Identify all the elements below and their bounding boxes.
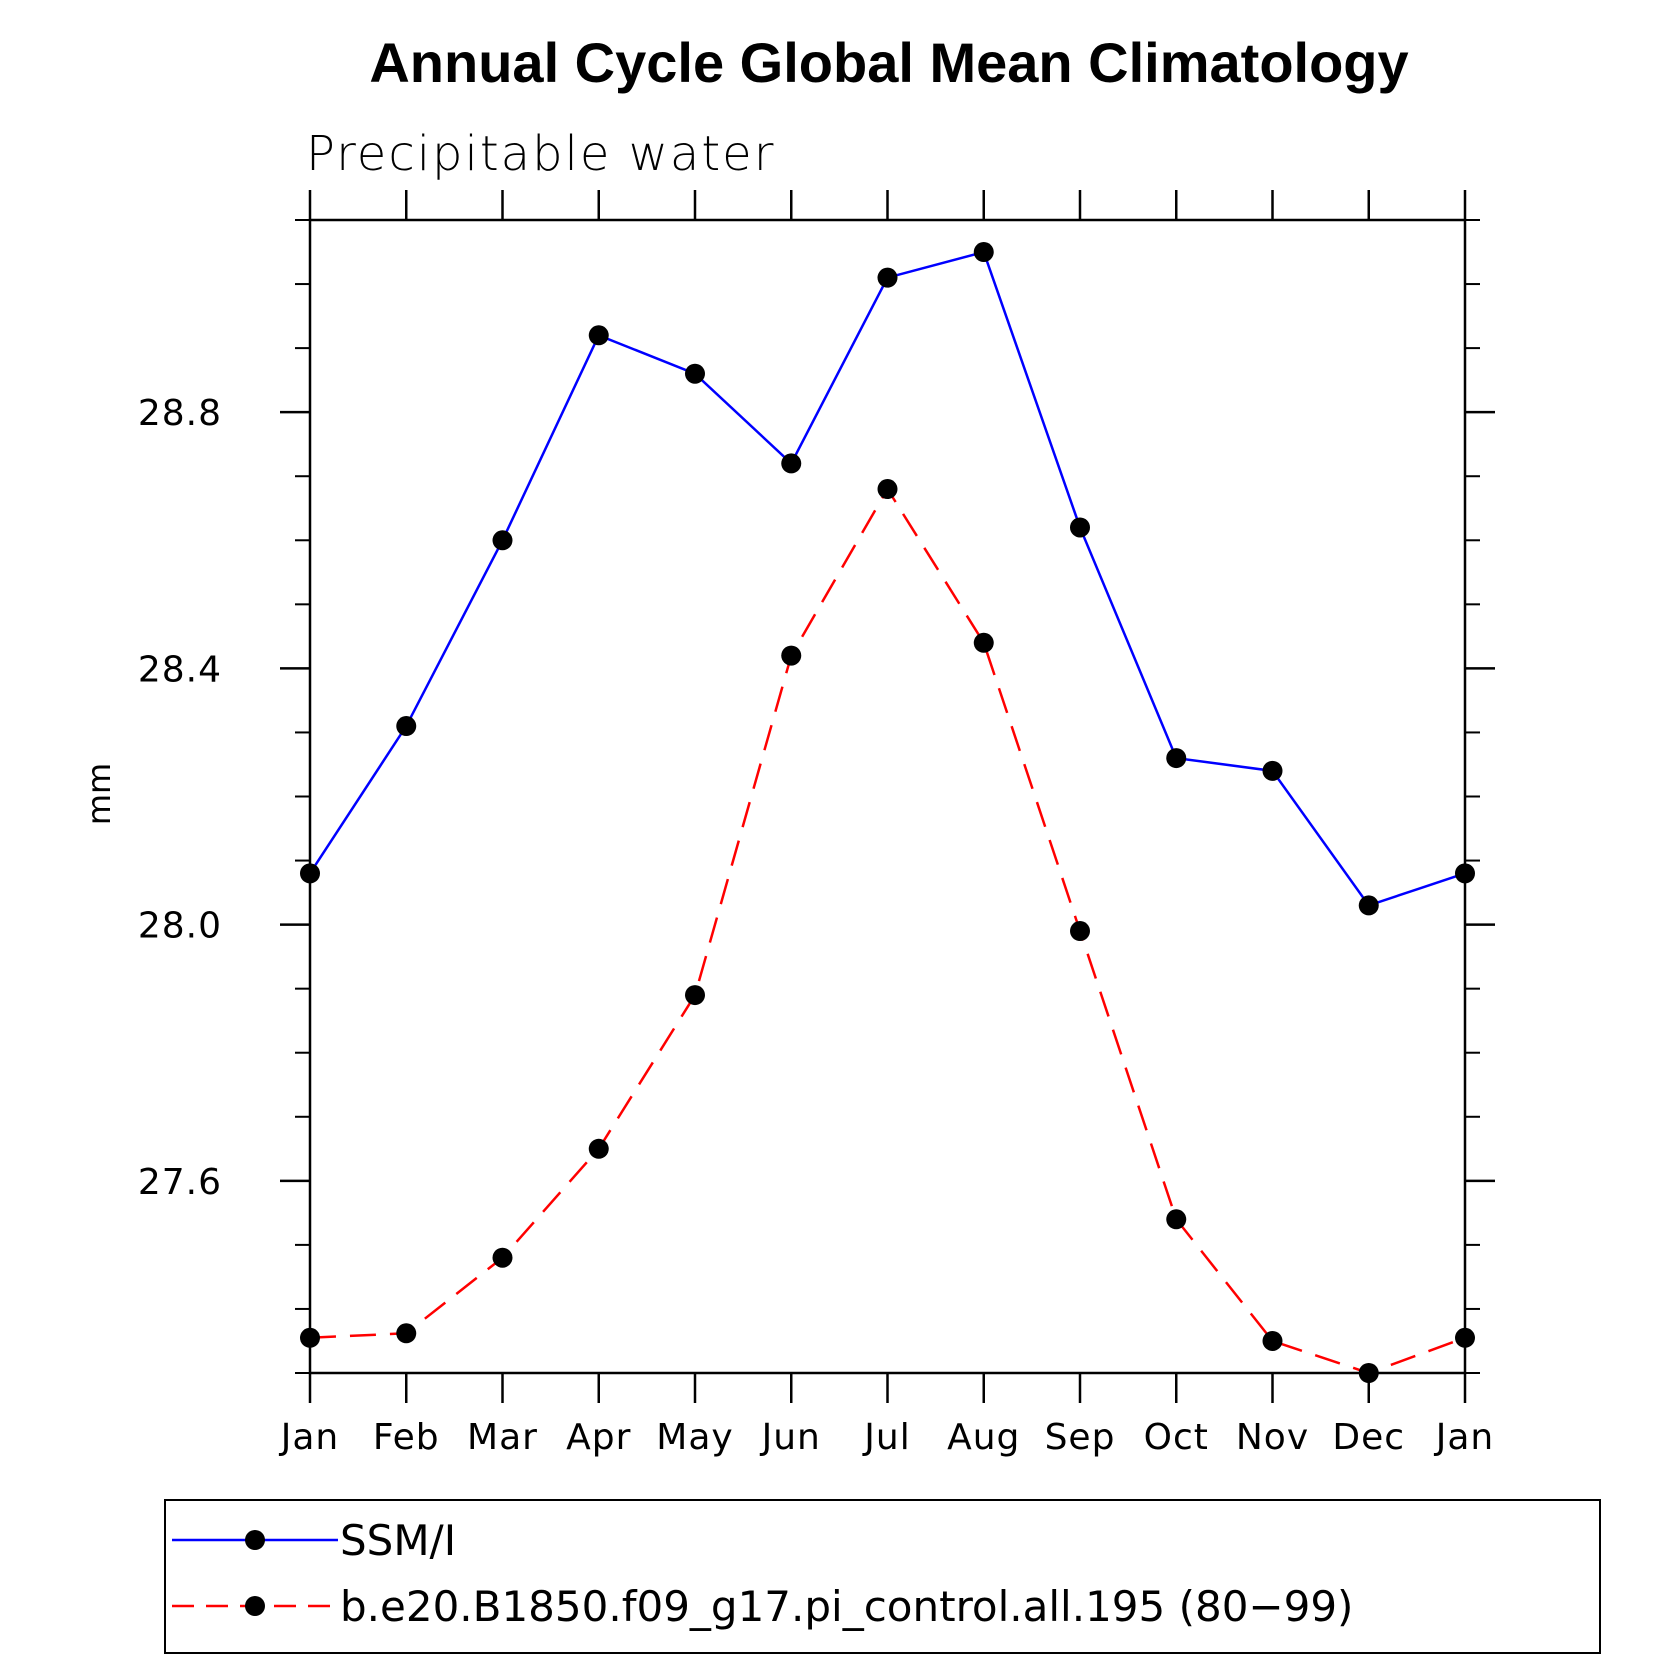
y-tick-label: 28.0 (138, 906, 222, 947)
data-point (685, 363, 705, 384)
x-tick-label: Mar (467, 1417, 538, 1458)
data-point (492, 1247, 513, 1268)
legend: SSM/I b.e20.B1850.f09_g17.pi_control.all.… (164, 1499, 1601, 1654)
data-point (1455, 1327, 1475, 1348)
x-tick-label: Jan (279, 1417, 340, 1458)
x-tick-label: Sep (1045, 1417, 1116, 1458)
y-tick-label: 28.4 (138, 649, 222, 690)
data-point (1262, 1330, 1283, 1351)
data-point (1262, 760, 1283, 781)
data-point (300, 863, 320, 884)
x-tick-label: Dec (1332, 1417, 1405, 1458)
data-point (781, 645, 802, 666)
x-tick-label: Jun (760, 1417, 821, 1458)
data-point (588, 325, 609, 346)
series-line (308, 250, 1466, 907)
data-point (1070, 921, 1090, 942)
x-tick-label: Jul (862, 1417, 910, 1458)
x-tick-label: Jan (1434, 1417, 1495, 1458)
x-tick-label: Nov (1236, 1417, 1309, 1458)
data-point (973, 242, 994, 263)
series-1 (300, 242, 1475, 916)
series-layer (300, 242, 1475, 1383)
data-point (396, 716, 417, 737)
y-axis-label: mm (80, 763, 118, 825)
series-line (309, 486, 1466, 1375)
legend-marker (245, 1596, 265, 1616)
data-point (1358, 895, 1379, 916)
x-tick-label: Aug (947, 1417, 1020, 1458)
legend-box (164, 1499, 1601, 1654)
data-point (1455, 863, 1475, 884)
data-point (1166, 1209, 1187, 1230)
y-tick-label: 27.6 (138, 1162, 222, 1203)
legend-marker (245, 1530, 265, 1550)
data-point (1358, 1363, 1379, 1383)
x-tick-label: May (656, 1417, 733, 1458)
legend-label: b.e20.B1850.f09_g17.pi_control.all.195 (… (340, 1582, 1353, 1631)
x-tick-label: Feb (373, 1417, 440, 1458)
legend-label: SSM/I (340, 1516, 456, 1565)
data-point (973, 632, 994, 653)
data-point (1070, 517, 1090, 538)
data-point (877, 267, 898, 288)
data-point (1166, 748, 1187, 769)
chart-subtitle: Precipitable water (306, 126, 775, 182)
data-point (492, 530, 513, 551)
x-tick-label: Apr (566, 1417, 631, 1458)
axes: Jan Feb Mar Apr May Jun Jul Aug Sep Oct Nov Dec Jan 2… (138, 190, 1495, 1458)
y-tick-label: 28.8 (138, 393, 222, 434)
series-2 (300, 479, 1475, 1383)
data-point (877, 479, 898, 500)
x-tick-label: Oct (1144, 1417, 1209, 1458)
data-point (685, 985, 705, 1006)
data-point (781, 453, 802, 474)
data-point (396, 1323, 417, 1344)
chart-title: Annual Cycle Global Mean Climatology (369, 31, 1408, 94)
data-point (300, 1327, 320, 1348)
data-point (588, 1138, 609, 1159)
